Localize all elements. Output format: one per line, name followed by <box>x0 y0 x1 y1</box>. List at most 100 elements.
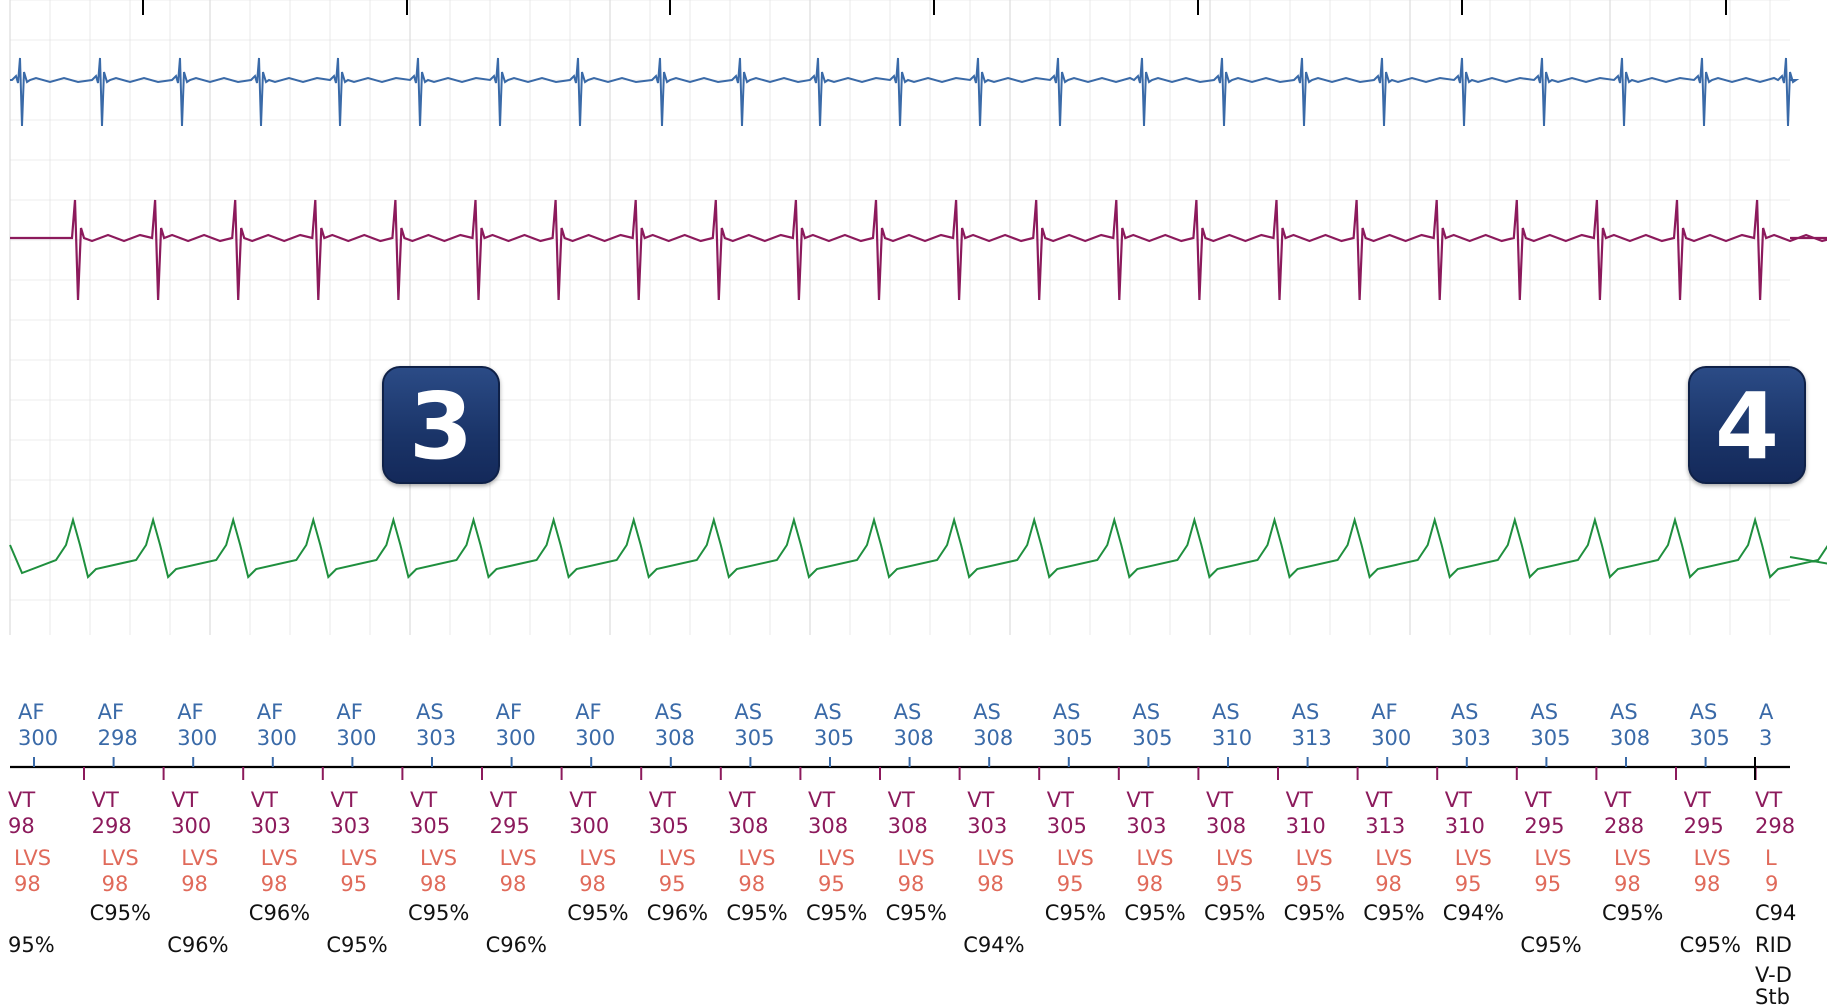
ventricular-interval: 310 <box>1445 814 1485 838</box>
confidence-value: C96% <box>486 933 547 957</box>
atrial-interval: 305 <box>814 726 854 750</box>
atrial-event-code: AS <box>416 700 444 724</box>
lvs-event-code: LVS <box>818 846 855 870</box>
lvs-interval: 95 <box>818 872 845 896</box>
ventricular-event-code: VT <box>92 788 119 812</box>
lvs-interval: 98 <box>14 872 41 896</box>
lvs-interval: 98 <box>977 872 1004 896</box>
shock-egm-trace <box>9 516 1827 579</box>
confidence-value: C94% <box>963 933 1024 957</box>
atrial-interval: 308 <box>655 726 695 750</box>
atrial-interval: 300 <box>177 726 217 750</box>
lvs-event-code: LVS <box>1216 846 1253 870</box>
lvs-interval: 98 <box>261 872 288 896</box>
atrial-event-code: AS <box>1212 700 1240 724</box>
confidence-value: C95% <box>326 933 387 957</box>
annotation-badge-4: 4 <box>1688 366 1806 484</box>
ventricular-interval: 305 <box>1047 814 1087 838</box>
ventricular-interval: 303 <box>330 814 370 838</box>
rhythm-id-label: Stb <box>1755 985 1790 1007</box>
ventricular-event-code: VT <box>808 788 835 812</box>
atrial-egm-trace <box>10 57 1800 127</box>
atrial-event-code: AF <box>1371 700 1397 724</box>
confidence-value: C95% <box>1204 901 1265 925</box>
atrial-interval: 313 <box>1292 726 1332 750</box>
atrial-event-code: AF <box>575 700 601 724</box>
lvs-interval: 95 <box>1057 872 1084 896</box>
lvs-event-code: LVS <box>1694 846 1731 870</box>
confidence-value: C95% <box>567 901 628 925</box>
ventricular-event-code: VT <box>967 788 994 812</box>
lvs-event-code: LVS <box>738 846 775 870</box>
confidence-value: C95% <box>408 901 469 925</box>
atrial-interval: 305 <box>1530 726 1570 750</box>
ventricular-interval: 305 <box>649 814 689 838</box>
lvs-interval: 95 <box>1216 872 1243 896</box>
atrial-event-code: AS <box>1053 700 1081 724</box>
lvs-event-code: LVS <box>420 846 457 870</box>
ventricular-interval: 298 <box>1755 814 1795 838</box>
ventricular-event-code: VT <box>490 788 517 812</box>
ventricular-interval: 288 <box>1604 814 1644 838</box>
ventricular-event-code: VT <box>1755 788 1782 812</box>
lvs-event-code: LVS <box>898 846 935 870</box>
atrial-event-code: A <box>1759 700 1774 724</box>
atrial-event-code: AS <box>734 700 762 724</box>
rhythm-id-label: V-D <box>1755 963 1792 987</box>
ventricular-interval: 300 <box>171 814 211 838</box>
ventricular-event-code: VT <box>1524 788 1551 812</box>
atrial-event-code: AS <box>655 700 683 724</box>
ventricular-event-code: VT <box>171 788 198 812</box>
confidence-value: C94 <box>1755 901 1796 925</box>
atrial-interval: 298 <box>98 726 138 750</box>
ventricular-interval: 308 <box>1206 814 1246 838</box>
atrial-event-code: AF <box>496 700 522 724</box>
atrial-event-code: AS <box>894 700 922 724</box>
ventricular-event-code: VT <box>410 788 437 812</box>
ventricular-interval: 305 <box>410 814 450 838</box>
confidence-value: C96% <box>249 901 310 925</box>
lvs-event-code: LVS <box>1534 846 1571 870</box>
grid-background <box>9 0 1790 635</box>
ventricular-interval: 303 <box>251 814 291 838</box>
lvs-event-code: LVS <box>1136 846 1173 870</box>
ventricular-event-code: VT <box>1286 788 1313 812</box>
ventricular-event-code: VT <box>330 788 357 812</box>
lvs-interval: 98 <box>181 872 208 896</box>
ventricular-event-code: VT <box>1604 788 1631 812</box>
ventricular-interval: 303 <box>1126 814 1166 838</box>
lvs-event-code: LVS <box>1614 846 1651 870</box>
atrial-event-code: AF <box>177 700 203 724</box>
ventricular-interval: 313 <box>1365 814 1405 838</box>
marker-channel: AF300VT98LVS9895%AF298VT298LVS98C95%AF30… <box>8 700 1796 1007</box>
lvs-interval: 98 <box>500 872 527 896</box>
ventricular-event-code: VT <box>1126 788 1153 812</box>
atrial-interval: 300 <box>336 726 376 750</box>
atrial-interval: 308 <box>973 726 1013 750</box>
atrial-event-code: AS <box>1530 700 1558 724</box>
ventricular-event-code: VT <box>1365 788 1392 812</box>
lvs-interval: 98 <box>898 872 925 896</box>
lvs-event-code: LVS <box>102 846 139 870</box>
atrial-event-code: AF <box>18 700 44 724</box>
atrial-interval: 305 <box>1053 726 1093 750</box>
lvs-event-code: LVS <box>1455 846 1492 870</box>
atrial-interval: 308 <box>894 726 934 750</box>
ventricular-interval: 310 <box>1286 814 1326 838</box>
confidence-value: C96% <box>167 933 228 957</box>
confidence-value: C94% <box>1443 901 1504 925</box>
confidence-value: C95% <box>726 901 787 925</box>
lvs-interval: 95 <box>340 872 367 896</box>
lvs-interval: 95 <box>1455 872 1482 896</box>
confidence-value: C95% <box>1363 901 1424 925</box>
lvs-event-code: LVS <box>977 846 1014 870</box>
annotation-badge-3: 3 <box>382 366 500 484</box>
ventricular-egm-trace <box>10 199 1827 301</box>
lvs-event-code: LVS <box>261 846 298 870</box>
lvs-event-code: L <box>1765 846 1777 870</box>
atrial-interval: 303 <box>1451 726 1491 750</box>
ventricular-interval: 303 <box>967 814 1007 838</box>
ventricular-event-code: VT <box>8 788 35 812</box>
rhythm-id-label: RID <box>1755 933 1792 957</box>
lvs-interval: 98 <box>1375 872 1402 896</box>
